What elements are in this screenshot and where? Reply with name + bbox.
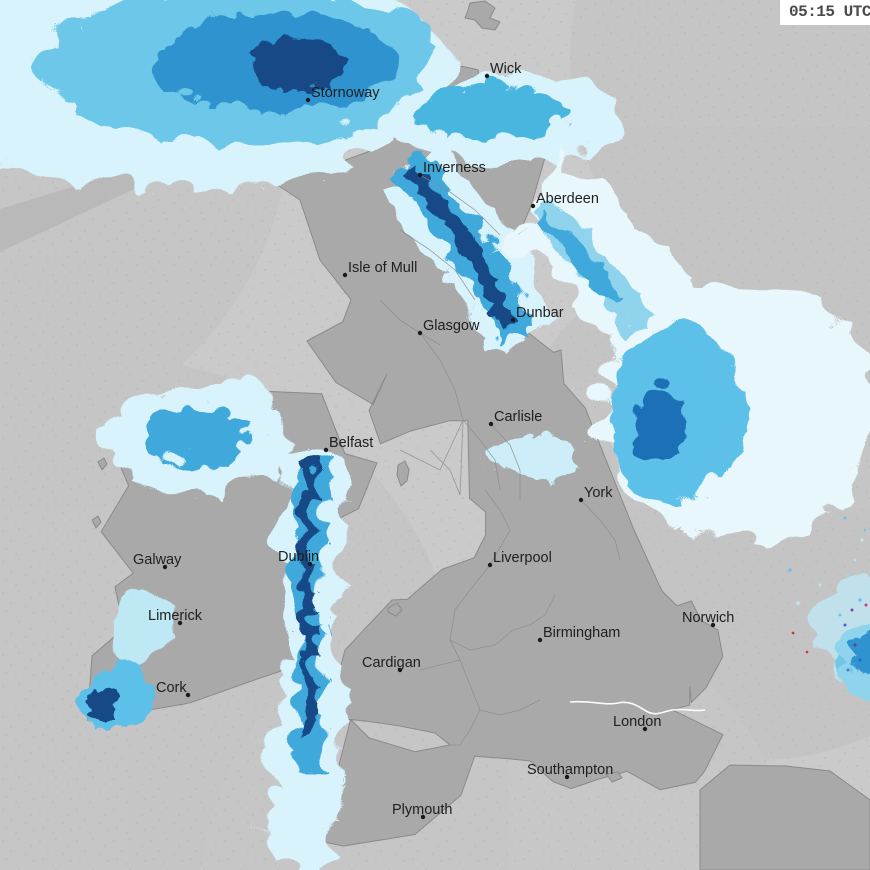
svg-text:Birmingham: Birmingham bbox=[543, 625, 620, 641]
svg-text:Wick: Wick bbox=[490, 61, 522, 77]
svg-text:Norwich: Norwich bbox=[682, 610, 734, 626]
svg-text:Galway: Galway bbox=[133, 552, 182, 568]
svg-text:London: London bbox=[613, 714, 661, 730]
svg-text:Cardigan: Cardigan bbox=[362, 655, 421, 671]
svg-text:Southampton: Southampton bbox=[527, 762, 613, 778]
svg-text:Liverpool: Liverpool bbox=[493, 550, 552, 566]
svg-text:Limerick: Limerick bbox=[148, 608, 203, 624]
svg-text:Dunbar: Dunbar bbox=[516, 305, 564, 321]
svg-text:York: York bbox=[584, 485, 613, 501]
svg-text:Isle of Mull: Isle of Mull bbox=[348, 260, 417, 276]
svg-text:Aberdeen: Aberdeen bbox=[536, 191, 599, 207]
svg-text:Carlisle: Carlisle bbox=[494, 409, 542, 425]
svg-text:Stornoway: Stornoway bbox=[311, 85, 380, 101]
svg-text:Dublin: Dublin bbox=[278, 549, 319, 565]
svg-text:Cork: Cork bbox=[156, 680, 187, 696]
svg-text:Inverness: Inverness bbox=[423, 160, 486, 176]
svg-text:Plymouth: Plymouth bbox=[392, 802, 452, 818]
svg-text:Glasgow: Glasgow bbox=[423, 318, 480, 334]
svg-text:Belfast: Belfast bbox=[329, 435, 373, 451]
